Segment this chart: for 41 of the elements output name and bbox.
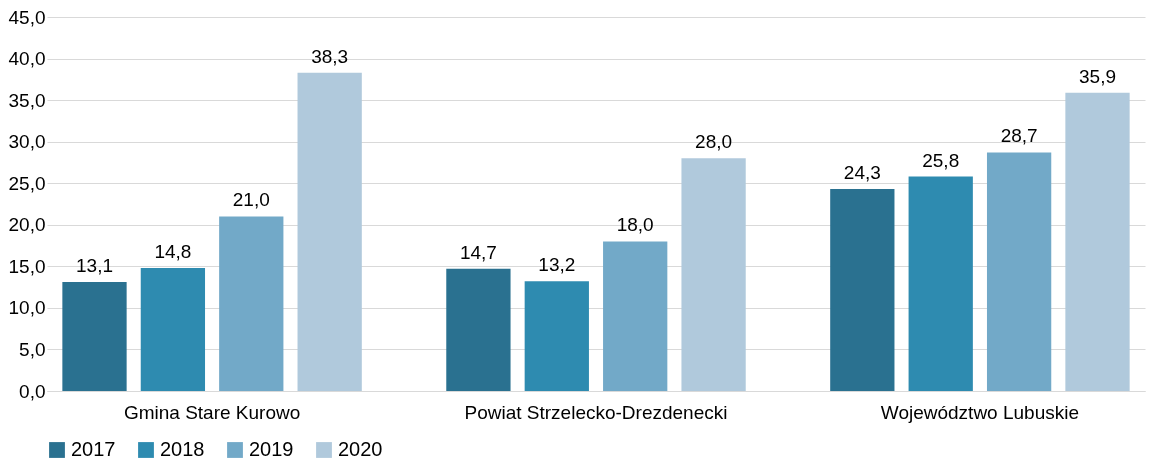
- bar: [219, 216, 284, 391]
- y-tick-label: 40,0: [8, 48, 46, 70]
- bar: [603, 241, 668, 391]
- data-label: 13,2: [538, 254, 576, 276]
- y-tick-label: 20,0: [8, 214, 46, 236]
- y-tick-label: 0,0: [19, 380, 46, 402]
- data-label: 35,9: [1079, 65, 1116, 87]
- x-tick-label: Powiat Strzelecko-Drezdenecki: [464, 401, 728, 423]
- bar: [62, 282, 127, 391]
- bar: [681, 158, 746, 391]
- data-label: 13,1: [76, 255, 113, 277]
- data-label: 28,7: [1000, 125, 1038, 147]
- y-tick-label: 10,0: [8, 297, 46, 319]
- data-label: 38,3: [311, 45, 349, 67]
- x-tick-label: Województwo Lubuskie: [880, 401, 1080, 423]
- bar: [297, 72, 362, 391]
- bar: [140, 268, 206, 391]
- data-label: 14,8: [154, 241, 192, 262]
- legend-label: 2019: [249, 438, 294, 460]
- y-tick-label: 5,0: [19, 338, 46, 360]
- data-label: 21,0: [232, 189, 270, 211]
- data-label: 14,7: [459, 241, 497, 263]
- bar: [986, 152, 1052, 391]
- bar: [446, 268, 511, 391]
- legend-label: 2020: [338, 438, 383, 460]
- data-label: 25,8: [922, 149, 960, 171]
- bar: [830, 189, 895, 391]
- bar: [908, 176, 973, 391]
- y-tick-label: 45,0: [8, 6, 46, 28]
- bar: [1065, 92, 1130, 391]
- bar: [524, 281, 589, 391]
- x-tick-label: Gmina Stare Kurowo: [123, 401, 301, 423]
- y-tick-label: 35,0: [8, 89, 46, 111]
- y-tick-label: 15,0: [8, 255, 46, 277]
- data-label: 28,0: [695, 131, 733, 153]
- legend-label: 2017: [71, 438, 116, 460]
- legend-label: 2018: [160, 438, 205, 460]
- data-label: 18,0: [616, 214, 654, 236]
- data-label: 24,3: [843, 162, 881, 184]
- y-tick-label: 25,0: [8, 172, 46, 194]
- y-tick-label: 30,0: [8, 131, 46, 153]
